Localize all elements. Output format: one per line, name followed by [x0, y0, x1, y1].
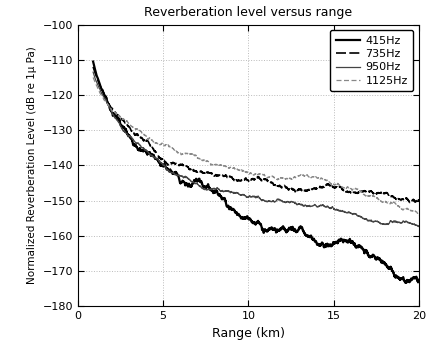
1125Hz [407, 208, 412, 212]
950Hz [407, 221, 412, 225]
415Hz [416, 278, 422, 282]
735Hz [249, 177, 254, 181]
Line: 415Hz: 415Hz [93, 62, 419, 283]
Line: 735Hz: 735Hz [93, 67, 419, 202]
Line: 950Hz: 950Hz [93, 72, 419, 227]
950Hz [347, 210, 353, 215]
950Hz [240, 193, 245, 197]
1125Hz [91, 75, 96, 80]
1125Hz [240, 168, 245, 172]
Legend: 415Hz, 735Hz, 950Hz, 1125Hz: 415Hz, 735Hz, 950Hz, 1125Hz [330, 30, 413, 91]
X-axis label: Range (km): Range (km) [212, 327, 285, 340]
735Hz [240, 177, 245, 181]
735Hz [407, 200, 412, 205]
735Hz [347, 190, 353, 194]
735Hz [416, 198, 422, 202]
735Hz [407, 200, 412, 205]
415Hz [407, 279, 412, 283]
735Hz [407, 200, 412, 205]
950Hz [416, 225, 422, 229]
950Hz [107, 106, 112, 110]
415Hz [91, 59, 96, 64]
Title: Reverberation level versus range: Reverberation level versus range [144, 6, 353, 19]
415Hz [347, 237, 353, 241]
1125Hz [347, 186, 353, 190]
735Hz [107, 103, 112, 108]
735Hz [91, 65, 96, 69]
415Hz [403, 281, 408, 285]
Line: 1125Hz: 1125Hz [93, 77, 419, 216]
950Hz [407, 221, 412, 225]
1125Hz [249, 171, 254, 176]
950Hz [91, 70, 96, 74]
415Hz [107, 106, 112, 111]
415Hz [407, 279, 412, 283]
415Hz [240, 216, 245, 220]
Y-axis label: Normalized Reverberation Level (dB re 1μ Pa): Normalized Reverberation Level (dB re 1μ… [27, 46, 37, 284]
1125Hz [107, 105, 112, 109]
1125Hz [407, 208, 412, 212]
1125Hz [416, 214, 422, 218]
415Hz [249, 220, 254, 224]
950Hz [249, 195, 254, 199]
